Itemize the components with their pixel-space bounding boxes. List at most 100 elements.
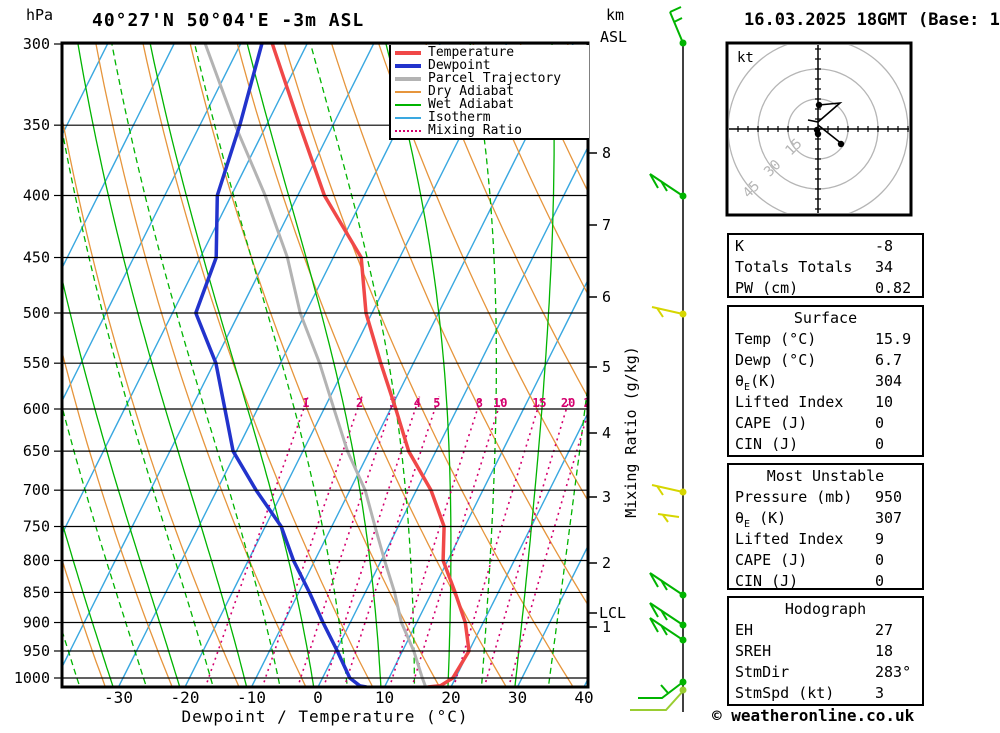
dewpoint-curve	[194, 43, 367, 687]
stat-row: θE (K) 307	[735, 508, 916, 530]
svg-text:15: 15	[532, 396, 546, 410]
stat-label: θE(K)	[735, 372, 778, 393]
stat-label: SREH	[735, 642, 772, 660]
pressure-grid	[54, 43, 588, 679]
stat-label: θE (K)	[735, 509, 787, 530]
svg-text:0: 0	[313, 688, 323, 707]
legend: Temperature Dewpoint Parcel Trajectory Dry …	[389, 45, 589, 140]
svg-text:-10: -10	[237, 688, 266, 707]
legend-item: Wet Adiabat	[391, 98, 589, 111]
legend-label: Dry Adiabat	[428, 84, 515, 99]
svg-text:10: 10	[493, 396, 507, 410]
wind-barb	[651, 306, 687, 318]
svg-text:3: 3	[602, 488, 611, 506]
svg-text:400: 400	[23, 186, 50, 204]
svg-text:900: 900	[23, 614, 50, 632]
stat-value: 18	[875, 642, 894, 660]
legend-label: Wet Adiabat	[428, 97, 515, 112]
svg-text:950: 950	[23, 642, 50, 660]
svg-text:4: 4	[414, 396, 421, 410]
legend-label: Mixing Ratio	[428, 123, 522, 138]
svg-text:20: 20	[441, 688, 460, 707]
stat-value: 34	[875, 258, 894, 276]
legend-swatch	[395, 116, 421, 119]
stats-panel: Hodograph EH 27 SREH 18 StmDir 283° StmSpd (kt)…	[727, 596, 924, 706]
legend-item: Isotherm	[391, 111, 589, 124]
wind-barb	[649, 173, 687, 200]
svg-text:8: 8	[476, 396, 483, 410]
stat-value: 0	[875, 435, 885, 453]
stat-value: 27	[875, 621, 894, 639]
svg-text:30: 30	[508, 688, 527, 707]
legend-label: Parcel Trajectory	[428, 71, 562, 86]
legend-swatch	[395, 50, 421, 55]
stat-label: PW (cm)	[735, 279, 799, 297]
svg-text:4: 4	[602, 424, 611, 442]
svg-text:2: 2	[356, 396, 363, 410]
stat-row: CAPE (J) 0	[735, 550, 916, 571]
wind-barb-staff	[630, 6, 687, 712]
stat-label: CIN (J)	[735, 435, 799, 453]
stat-value: 307	[875, 509, 903, 527]
svg-text:-30: -30	[104, 688, 133, 707]
svg-text:8: 8	[602, 144, 611, 162]
stat-value: 0	[875, 414, 885, 432]
stat-value: 0	[875, 551, 885, 569]
legend-swatch	[395, 76, 421, 81]
pressure-axis-unit: hPa	[26, 6, 54, 24]
station-title: 40°27'N 50°04'E -3m ASL	[92, 10, 365, 31]
stat-label: Temp (°C)	[735, 330, 817, 348]
stat-label: Lifted Index	[735, 530, 844, 548]
legend-label: Isotherm	[428, 110, 491, 125]
legend-swatch	[395, 129, 421, 132]
dry-adiabat-lines	[62, 43, 588, 687]
wind-barb	[649, 572, 687, 599]
run-datetime: 16.03.2025 18GMT (Base: 12)	[744, 10, 1000, 30]
hodograph-trace	[817, 124, 843, 145]
legend-item: Parcel Trajectory	[391, 72, 589, 85]
mixing-ratio-axis-title: Mixing Ratio (g/kg)	[622, 346, 640, 518]
legend-swatch	[395, 90, 421, 93]
legend-label: Temperature	[428, 45, 515, 60]
stat-row: StmDir 283°	[735, 662, 916, 683]
wind-barb	[649, 617, 687, 644]
stat-row: Totals Totals 34	[735, 257, 916, 278]
stat-value: 10	[875, 393, 894, 411]
svg-text:1000: 1000	[14, 669, 50, 687]
svg-text:10: 10	[375, 688, 394, 707]
stat-row: θE(K) 304	[735, 371, 916, 393]
wind-barb	[630, 686, 687, 711]
stat-value: 950	[875, 488, 903, 506]
asl-axis-unit: ASL	[600, 28, 628, 46]
svg-text:350: 350	[23, 116, 50, 134]
legend-item: Mixing Ratio	[391, 124, 589, 137]
stat-label: CAPE (J)	[735, 551, 808, 569]
stat-value: 9	[875, 530, 885, 548]
svg-text:6: 6	[602, 288, 611, 306]
stat-label: Lifted Index	[735, 393, 844, 411]
stat-row: Temp (°C) 15.9	[735, 329, 916, 350]
svg-text:5: 5	[433, 396, 440, 410]
legend-item: Dewpoint	[391, 59, 589, 72]
legend-item: Temperature	[391, 46, 589, 59]
panel-title: Hodograph	[784, 600, 867, 618]
stat-value: 304	[875, 372, 903, 390]
stat-label: StmDir	[735, 663, 790, 681]
stats-panel: Most Unstable Pressure (mb) 950 θE (K) 307 Li…	[727, 463, 924, 590]
svg-text:700: 700	[23, 481, 50, 499]
km-axis-unit: km	[606, 6, 625, 24]
stat-label: StmSpd (kt)	[735, 684, 835, 702]
stat-label: CIN (J)	[735, 572, 799, 590]
stat-row: Pressure (mb) 950	[735, 487, 916, 508]
stat-value: 15.9	[875, 330, 912, 348]
svg-text:20: 20	[561, 396, 575, 410]
stat-row: EH 27	[735, 620, 916, 641]
stat-value: 0.82	[875, 279, 912, 297]
stat-value: 3	[875, 684, 885, 702]
svg-text:40: 40	[574, 688, 593, 707]
stat-row: CIN (J) 0	[735, 571, 916, 592]
stat-value: -8	[875, 237, 894, 255]
stat-label: Pressure (mb)	[735, 488, 853, 506]
